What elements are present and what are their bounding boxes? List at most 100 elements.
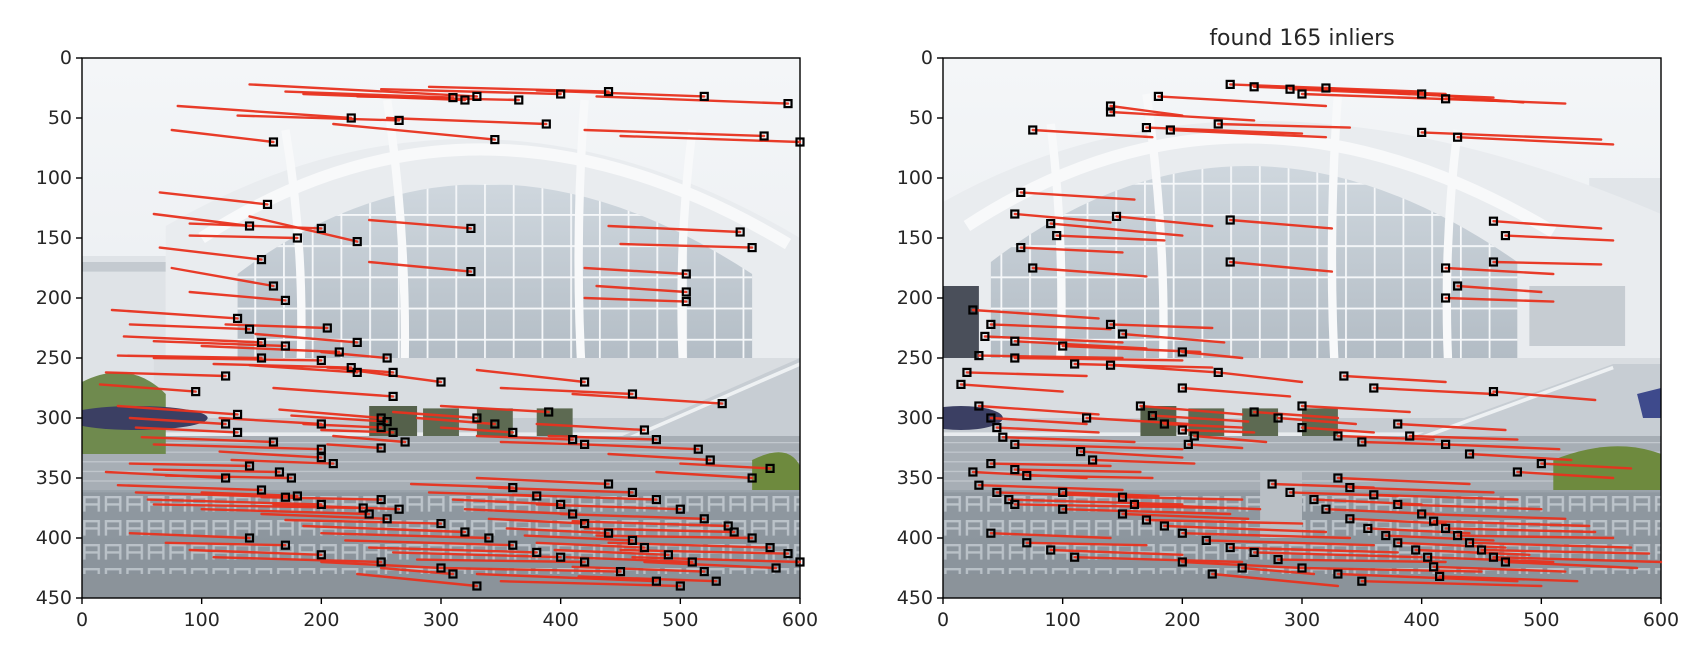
keypoint-marker bbox=[358, 503, 368, 513]
keypoint-marker bbox=[1297, 563, 1307, 573]
match-line bbox=[1420, 131, 1603, 141]
y-tick-label: 300 bbox=[36, 407, 72, 429]
keypoint-marker bbox=[1273, 554, 1283, 565]
keypoint-marker bbox=[436, 377, 446, 387]
match-line bbox=[128, 416, 227, 426]
left-image-panel: 0 100 200 300 400 500 600 0 50 100 150 200 250 300 35… bbox=[36, 47, 818, 631]
keypoint-marker bbox=[376, 557, 386, 567]
match-line bbox=[571, 392, 724, 405]
keypoint-marker bbox=[1464, 449, 1475, 459]
match-line bbox=[116, 404, 239, 416]
y-tick-label: 450 bbox=[36, 587, 72, 609]
keypoint-marker bbox=[1267, 479, 1277, 489]
match-line bbox=[475, 572, 658, 583]
match-line bbox=[1360, 580, 1543, 588]
keypoint-marker bbox=[1321, 504, 1331, 514]
keypoint-marker bbox=[747, 473, 757, 483]
match-line bbox=[553, 548, 670, 556]
match-line bbox=[475, 476, 610, 486]
match-line bbox=[230, 458, 335, 465]
match-line bbox=[1384, 534, 1495, 542]
match-line bbox=[1115, 215, 1214, 228]
match-line bbox=[356, 572, 479, 588]
keypoint-marker bbox=[394, 504, 404, 514]
match-line bbox=[188, 548, 323, 556]
keypoint-marker bbox=[221, 473, 231, 483]
keypoint-marker bbox=[765, 463, 775, 473]
keypoint-marker bbox=[1105, 319, 1116, 329]
keypoint-marker bbox=[1117, 509, 1128, 519]
match-line bbox=[989, 532, 1112, 540]
match-line bbox=[1109, 364, 1220, 374]
match-line bbox=[523, 534, 634, 542]
keypoint-marker bbox=[244, 324, 255, 334]
match-line bbox=[1372, 386, 1495, 396]
right-match-lines bbox=[959, 83, 1663, 588]
keypoint-marker bbox=[1405, 431, 1415, 441]
match-line bbox=[1336, 476, 1471, 486]
right-keypoint-markers bbox=[956, 79, 1546, 586]
keypoint-marker bbox=[1022, 538, 1032, 548]
keypoint-marker bbox=[1417, 127, 1427, 137]
keypoint-marker bbox=[382, 514, 392, 524]
keypoint-marker bbox=[1117, 329, 1128, 339]
keypoint-marker bbox=[651, 495, 662, 505]
match-line bbox=[1193, 434, 1268, 444]
keypoint-marker bbox=[1165, 125, 1175, 135]
keypoint-marker bbox=[1225, 215, 1235, 225]
keypoint-marker bbox=[1440, 439, 1451, 449]
keypoint-marker bbox=[681, 297, 691, 307]
match-line bbox=[439, 566, 622, 573]
keypoint-marker bbox=[699, 514, 709, 524]
match-line bbox=[1013, 356, 1184, 362]
match-line bbox=[1300, 426, 1376, 434]
keypoint-marker bbox=[1411, 545, 1421, 555]
keypoint-marker bbox=[1429, 516, 1439, 526]
keypoint-marker bbox=[974, 480, 984, 490]
keypoint-marker bbox=[1423, 552, 1433, 562]
match-line bbox=[1109, 104, 1184, 117]
match-line bbox=[1336, 434, 1435, 441]
y-tick-label: 200 bbox=[36, 287, 72, 309]
keypoint-marker bbox=[1105, 107, 1116, 117]
match-line bbox=[302, 524, 467, 534]
y-tick-label: 400 bbox=[897, 527, 933, 549]
keypoint-marker bbox=[388, 427, 398, 437]
match-line bbox=[332, 434, 407, 444]
keypoint-marker bbox=[466, 223, 476, 233]
keypoint-marker bbox=[268, 137, 279, 147]
match-line bbox=[1444, 527, 1597, 534]
keypoint-marker bbox=[759, 131, 769, 141]
match-line bbox=[1288, 491, 1399, 498]
match-line bbox=[989, 323, 1112, 331]
keypoint-marker bbox=[986, 459, 996, 469]
match-line bbox=[278, 408, 383, 420]
keypoint-marker bbox=[556, 499, 566, 509]
match-line bbox=[164, 541, 287, 547]
match-line bbox=[1276, 416, 1358, 426]
keypoint-marker bbox=[639, 425, 650, 435]
match-line bbox=[158, 191, 269, 206]
match-line bbox=[655, 470, 754, 480]
keypoint-marker bbox=[1177, 528, 1187, 538]
y-tick-label: 350 bbox=[36, 467, 72, 489]
x-tick-label: 100 bbox=[184, 609, 220, 631]
keypoint-marker bbox=[1345, 514, 1355, 524]
match-line bbox=[1444, 443, 1561, 451]
y-tick-label: 100 bbox=[36, 167, 72, 189]
keypoint-marker bbox=[1141, 122, 1152, 133]
match-line bbox=[1492, 260, 1603, 266]
match-line bbox=[134, 491, 287, 499]
keypoint-marker bbox=[747, 243, 757, 253]
keypoint-marker bbox=[663, 550, 673, 560]
keypoint-marker bbox=[1452, 530, 1463, 541]
match-line bbox=[1145, 518, 1304, 525]
match-line bbox=[983, 335, 1124, 344]
keypoint-marker bbox=[1393, 499, 1403, 509]
match-line bbox=[1336, 572, 1519, 583]
match-line bbox=[1492, 219, 1603, 230]
match-line bbox=[995, 426, 1100, 434]
match-line bbox=[463, 508, 574, 516]
keypoint-marker bbox=[1213, 119, 1223, 129]
match-line bbox=[1049, 222, 1184, 237]
